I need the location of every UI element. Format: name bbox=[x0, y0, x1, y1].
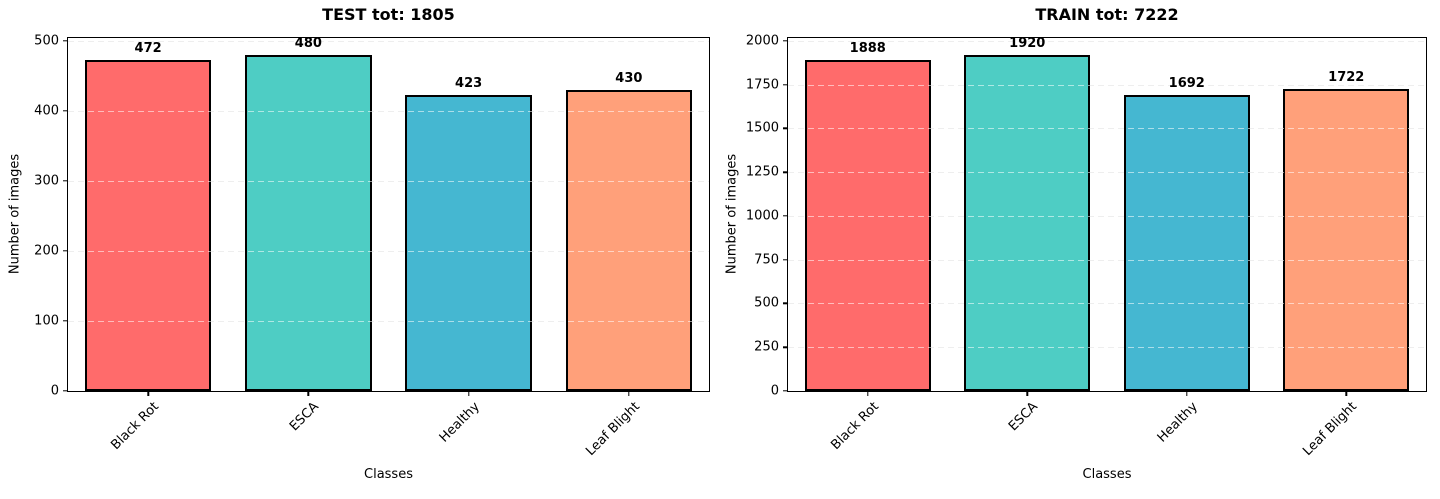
bar-value-label: 1722 bbox=[1328, 70, 1365, 86]
gridline-overlay bbox=[68, 40, 709, 42]
y-tick-mark bbox=[63, 390, 68, 392]
x-tick-mark bbox=[1345, 391, 1347, 396]
x-tick-mark bbox=[467, 391, 470, 396]
bar-leaf-blight bbox=[1283, 89, 1410, 391]
y-tick-mark bbox=[783, 40, 788, 42]
y-tick-label: 500 bbox=[754, 295, 779, 311]
x-tick-label: Leaf Blight bbox=[1300, 399, 1361, 459]
gridline-overlay bbox=[788, 40, 1426, 42]
y-tick-label: 200 bbox=[34, 243, 59, 259]
bar-healthy bbox=[1123, 94, 1250, 391]
bar-black-rot bbox=[804, 60, 931, 391]
y-tick-mark bbox=[63, 320, 68, 322]
y-tick-label: 1000 bbox=[745, 208, 779, 224]
x-tick-mark bbox=[147, 391, 149, 396]
y-tick-label: 1500 bbox=[745, 120, 779, 136]
gridline-overlay bbox=[788, 84, 1426, 86]
chart-title: TEST tot: 1805 bbox=[322, 5, 455, 24]
y-tick-label: 2000 bbox=[745, 33, 779, 49]
y-tick-mark bbox=[63, 110, 68, 112]
gridline-overlay bbox=[68, 250, 709, 252]
y-tick-label: 1750 bbox=[745, 77, 779, 93]
y-tick-label: 500 bbox=[34, 33, 59, 49]
bar-value-label: 430 bbox=[615, 70, 643, 86]
x-tick-label: Black Rot bbox=[828, 399, 882, 453]
chart-title: TRAIN tot: 7222 bbox=[1035, 5, 1179, 24]
x-tick-mark bbox=[867, 391, 869, 396]
y-axis-label: Number of images bbox=[7, 153, 23, 275]
bar-leaf-blight bbox=[565, 89, 693, 391]
gridline-overlay bbox=[788, 215, 1426, 217]
x-axis-label: Classes bbox=[364, 467, 413, 482]
x-tick-label: ESCA bbox=[287, 399, 323, 435]
y-tick-mark bbox=[63, 40, 68, 42]
gridline-overlay bbox=[68, 320, 709, 322]
y-tick-mark bbox=[783, 127, 788, 130]
gridline-overlay bbox=[788, 128, 1426, 130]
y-tick-label: 750 bbox=[754, 252, 779, 268]
bar-esca bbox=[245, 54, 372, 391]
bar-value-label: 1692 bbox=[1168, 75, 1205, 91]
bar-value-label: 1920 bbox=[1009, 35, 1046, 51]
y-tick-mark bbox=[63, 250, 68, 252]
y-tick-label: 300 bbox=[34, 173, 59, 189]
x-tick-mark bbox=[307, 391, 310, 396]
y-tick-label: 0 bbox=[50, 383, 59, 399]
x-tick-label: Healthy bbox=[1154, 399, 1201, 446]
gridline-overlay bbox=[68, 110, 709, 112]
bar-value-label: 423 bbox=[455, 75, 483, 91]
y-tick-label: 0 bbox=[770, 383, 779, 399]
y-tick-label: 1250 bbox=[745, 164, 779, 180]
y-axis-label: Number of images bbox=[724, 153, 740, 275]
bar-esca bbox=[964, 54, 1091, 391]
y-tick-mark bbox=[783, 258, 788, 261]
x-tick-label: Leaf Blight bbox=[583, 399, 643, 459]
x-tick-label: ESCA bbox=[1006, 399, 1042, 435]
bar-value-label: 472 bbox=[134, 41, 162, 57]
x-tick-mark bbox=[628, 391, 630, 396]
y-tick-mark bbox=[783, 302, 788, 305]
x-tick-mark bbox=[1186, 391, 1188, 396]
bar-value-label: 1888 bbox=[849, 41, 886, 57]
bar-black-rot bbox=[84, 60, 212, 391]
gridline-overlay bbox=[788, 347, 1426, 349]
x-tick-label: Healthy bbox=[436, 399, 483, 446]
x-axis-label: Classes bbox=[1082, 467, 1132, 482]
y-tick-mark bbox=[783, 171, 788, 173]
x-tick-label: Black Rot bbox=[108, 399, 163, 453]
y-tick-mark bbox=[63, 180, 68, 182]
y-tick-mark bbox=[783, 346, 788, 348]
gridline-overlay bbox=[788, 303, 1426, 305]
gridline-overlay bbox=[788, 172, 1426, 174]
y-tick-label: 400 bbox=[34, 103, 59, 119]
bar-healthy bbox=[405, 94, 532, 391]
y-tick-mark bbox=[783, 83, 788, 86]
y-tick-mark bbox=[783, 215, 788, 217]
y-tick-label: 100 bbox=[34, 313, 59, 329]
y-tick-mark bbox=[783, 390, 788, 392]
bar-value-label: 480 bbox=[294, 35, 322, 51]
plot-area: 0 250 500 750 1000 1250 1500 1750 2000 1888 Black … bbox=[746, 34, 1427, 459]
gridline-overlay bbox=[788, 259, 1426, 261]
gridline-overlay bbox=[68, 180, 709, 182]
x-tick-mark bbox=[1026, 391, 1028, 396]
plot-area: 0 100 200 300 400 500 472 Black Rot 480 ESCA 423 He… bbox=[34, 34, 710, 459]
y-tick-label: 250 bbox=[754, 339, 779, 355]
